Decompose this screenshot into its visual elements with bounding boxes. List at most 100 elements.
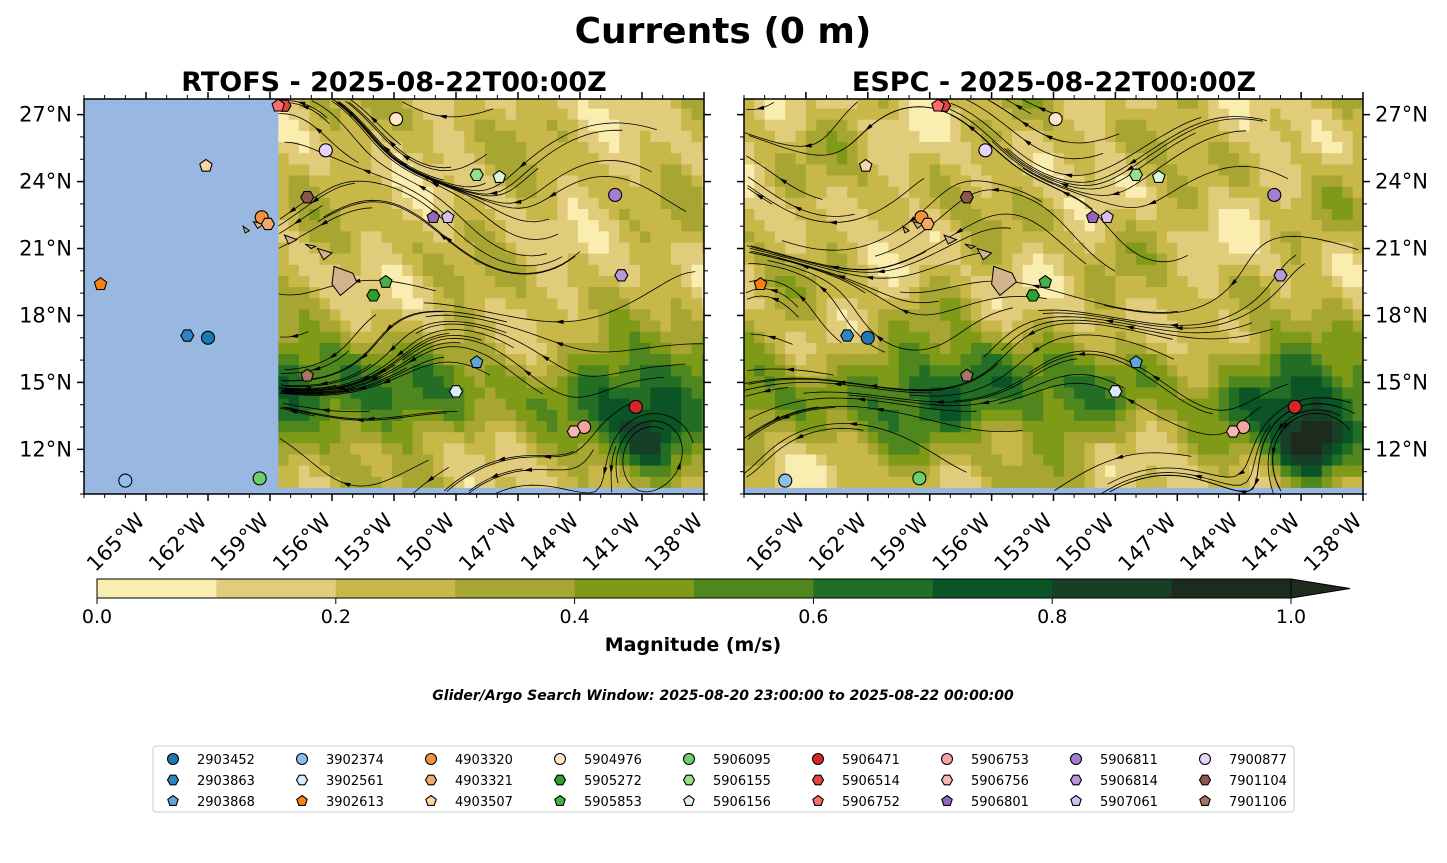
field-cell bbox=[764, 297, 776, 310]
field-cell bbox=[1352, 353, 1363, 366]
field-cell bbox=[1001, 331, 1013, 343]
field-cell bbox=[1290, 141, 1302, 154]
field-cell bbox=[816, 342, 828, 354]
field-cell bbox=[1012, 386, 1024, 399]
field-cell bbox=[557, 420, 569, 433]
field-cell bbox=[340, 152, 352, 165]
field-cell bbox=[515, 264, 527, 276]
field-cell bbox=[670, 442, 682, 455]
field-cell bbox=[1280, 197, 1292, 209]
stream-arrow bbox=[488, 190, 498, 195]
legend-label: 5906514 bbox=[842, 774, 900, 789]
field-cell bbox=[567, 141, 579, 154]
field-cell bbox=[588, 152, 600, 165]
field-cell bbox=[1084, 331, 1096, 343]
field-cell bbox=[402, 476, 414, 488]
field-cell bbox=[888, 286, 900, 299]
field-cell bbox=[1321, 331, 1333, 343]
stream-arrow bbox=[426, 475, 435, 483]
streamline bbox=[983, 316, 1253, 358]
field-cell bbox=[847, 253, 859, 265]
field-cell bbox=[360, 174, 372, 187]
field-cell bbox=[785, 107, 797, 120]
field-cell bbox=[981, 420, 993, 433]
field-cell bbox=[1177, 286, 1189, 299]
field-cell bbox=[526, 241, 538, 254]
field-cell bbox=[1249, 319, 1261, 332]
field-cell bbox=[888, 465, 900, 477]
field-cell bbox=[557, 253, 569, 265]
field-cell bbox=[608, 99, 620, 109]
field-cell bbox=[878, 230, 889, 243]
float-marker bbox=[300, 191, 315, 204]
field-cell bbox=[1290, 465, 1302, 477]
field-cell bbox=[1105, 476, 1116, 488]
field-cell bbox=[660, 476, 672, 488]
field-cell bbox=[433, 99, 445, 109]
field-cell bbox=[619, 253, 631, 265]
colorbar-tick-label: 0.2 bbox=[321, 606, 351, 628]
field-cell bbox=[971, 386, 982, 399]
field-cell bbox=[515, 297, 527, 310]
field-cell bbox=[1197, 398, 1209, 410]
field-cell bbox=[1177, 241, 1189, 254]
field-cell bbox=[1105, 308, 1116, 321]
field-cell bbox=[857, 141, 869, 154]
field-cell bbox=[350, 163, 362, 176]
streamline bbox=[350, 99, 402, 146]
field-cell bbox=[1249, 241, 1261, 254]
field-cell bbox=[701, 141, 704, 154]
field-cell bbox=[588, 431, 600, 444]
field-cell bbox=[1270, 409, 1282, 421]
field-cell bbox=[670, 99, 682, 109]
field-cell bbox=[412, 286, 424, 299]
field-cell bbox=[660, 163, 672, 176]
field-cell bbox=[402, 253, 414, 265]
field-cell bbox=[1156, 286, 1168, 299]
field-cell bbox=[670, 331, 682, 343]
field-cell bbox=[1167, 286, 1178, 299]
field-cell bbox=[1311, 297, 1323, 310]
field-cell bbox=[546, 174, 558, 187]
field-cell bbox=[629, 119, 641, 131]
field-cell bbox=[795, 453, 807, 466]
field-cell bbox=[888, 107, 900, 120]
field-cell bbox=[329, 141, 341, 154]
field-cell bbox=[660, 386, 672, 399]
legend-label: 5905272 bbox=[584, 774, 642, 789]
field-cell bbox=[288, 364, 300, 377]
field-cell bbox=[474, 331, 486, 343]
field-cell bbox=[536, 453, 548, 466]
field-cell bbox=[1115, 442, 1127, 455]
field-cell bbox=[1094, 275, 1106, 288]
field-cell bbox=[1208, 174, 1220, 187]
field-cell bbox=[1156, 342, 1168, 354]
field-cell bbox=[598, 476, 610, 488]
field-cell bbox=[340, 264, 352, 276]
streamline bbox=[829, 213, 1087, 270]
field-cell bbox=[515, 219, 527, 232]
field-cell bbox=[1280, 476, 1292, 488]
float-marker bbox=[1025, 289, 1041, 302]
streamline bbox=[874, 189, 1116, 272]
field-cell bbox=[950, 453, 962, 466]
field-cell bbox=[557, 141, 569, 154]
field-cell bbox=[1084, 174, 1096, 187]
legend-item: 7900877 bbox=[1198, 752, 1287, 768]
field-cell bbox=[847, 386, 859, 399]
field-cell bbox=[505, 398, 517, 410]
field-cell bbox=[681, 319, 693, 332]
field-cell bbox=[1301, 174, 1312, 187]
field-cell bbox=[1136, 409, 1147, 421]
field-cell bbox=[785, 186, 797, 198]
field-cell bbox=[1228, 264, 1240, 276]
field-cell bbox=[391, 409, 403, 421]
field-cell bbox=[1342, 219, 1354, 232]
field-cell bbox=[1074, 431, 1085, 444]
float-marker bbox=[1287, 399, 1302, 415]
field-cell bbox=[1290, 353, 1302, 366]
field-cell bbox=[588, 275, 600, 288]
field-cell bbox=[464, 364, 476, 377]
field-cell bbox=[991, 141, 1003, 154]
field-cell bbox=[1022, 208, 1034, 221]
